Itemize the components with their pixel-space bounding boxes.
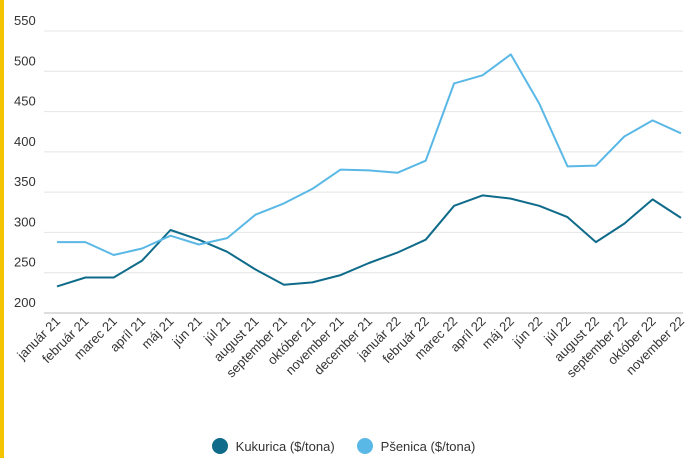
series-lines: [56, 53, 682, 288]
x-tick-label: máj 21: [138, 314, 176, 352]
grid-lines: [44, 30, 683, 314]
y-axis-ticks: 200 250 300 350 400 450 500 550: [14, 13, 36, 310]
y-tick-label: 350: [14, 174, 36, 189]
y-tick-label: 550: [14, 13, 36, 28]
legend-swatch-kukurica: [211, 438, 228, 454]
x-tick-label: jún 22: [509, 314, 545, 350]
legend-item-psenica[interactable]: Pšenica ($/tona): [356, 438, 476, 454]
series-line-psenica: [57, 53, 682, 256]
y-tick-label: 500: [14, 53, 36, 68]
y-tick-label: 250: [14, 255, 36, 270]
legend-label-kukurica: Kukurica ($/tona): [235, 438, 335, 454]
left-accent-bar: [0, 0, 4, 458]
legend: Kukurica ($/tona) Pšenica ($/tona): [0, 438, 687, 454]
y-tick-label: 200: [14, 295, 36, 310]
y-tick-label: 450: [14, 94, 36, 109]
y-tick-label: 400: [14, 134, 36, 149]
x-tick-label: jún 21: [169, 314, 205, 350]
legend-label-psenica: Pšenica ($/tona): [380, 438, 476, 454]
legend-swatch-psenica: [356, 438, 373, 454]
y-tick-label: 300: [14, 214, 36, 229]
legend-item-kukurica[interactable]: Kukurica ($/tona): [211, 438, 335, 454]
x-tick-label: máj 22: [479, 314, 517, 352]
